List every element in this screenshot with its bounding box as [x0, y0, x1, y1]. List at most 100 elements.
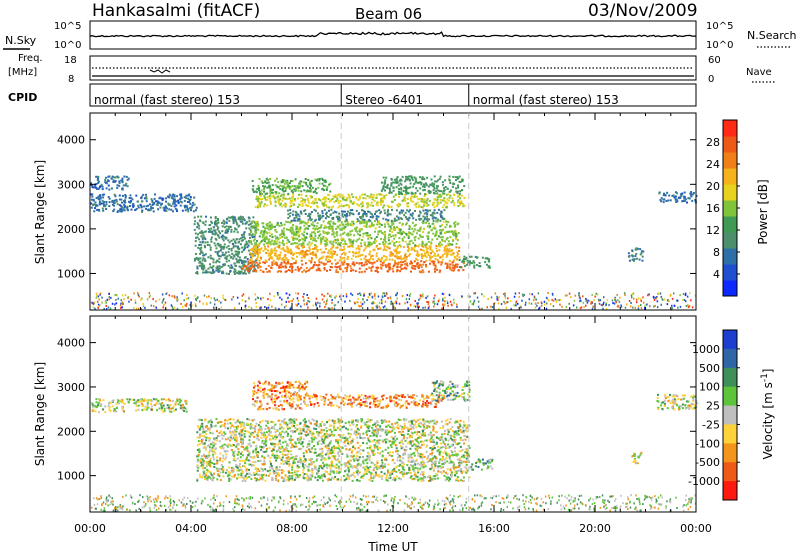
- power-cell: [430, 178, 433, 181]
- power-speckle: [688, 305, 691, 308]
- power-cell: [369, 216, 372, 218]
- power-speckle: [162, 299, 164, 302]
- power-cell: [333, 235, 336, 238]
- power-cell: [102, 193, 105, 196]
- power-cell: [209, 231, 212, 233]
- power-cell: [277, 181, 280, 184]
- power-cell: [462, 269, 465, 272]
- power-speckle: [586, 301, 589, 304]
- power-cell: [349, 212, 352, 215]
- power-cell: [423, 184, 426, 187]
- velocity-cell: [183, 406, 186, 409]
- power-cell: [439, 241, 442, 244]
- power-cell: [427, 253, 430, 256]
- velocity-cell: [372, 429, 375, 432]
- power-speckle: [116, 294, 118, 297]
- power-cell: [175, 204, 178, 207]
- power-cell: [204, 220, 207, 223]
- power-speckle: [255, 302, 257, 304]
- power-cell: [145, 197, 148, 200]
- power-cell: [393, 228, 396, 231]
- power-cell: [452, 193, 455, 196]
- velocity-cell: [98, 411, 101, 414]
- power-cell: [395, 193, 397, 196]
- power-cell: [401, 211, 404, 214]
- power-cell: [410, 196, 413, 199]
- power-cell: [259, 269, 262, 272]
- power-cell: [163, 207, 166, 210]
- power-cell: [257, 223, 260, 226]
- power-cell: [405, 255, 408, 258]
- freq-tick-top: 18: [64, 55, 77, 66]
- power-cell: [447, 243, 450, 246]
- power-cell: [640, 252, 643, 255]
- velocity-cell: [302, 419, 305, 422]
- velocity-cell: [161, 402, 164, 404]
- power-cell: [272, 188, 274, 191]
- nave-label: Nave: [746, 67, 772, 78]
- power-cell: [440, 261, 443, 264]
- power-speckle: [117, 297, 119, 300]
- power-cell: [239, 220, 242, 223]
- velocity-cell: [384, 463, 387, 466]
- power-speckle: [232, 296, 235, 298]
- power-cell: [330, 208, 333, 211]
- power-cell: [90, 206, 93, 209]
- power-cell: [314, 254, 317, 257]
- power-speckle: [248, 305, 250, 308]
- power-cell: [392, 270, 395, 273]
- velocity-cell: [418, 446, 421, 449]
- power-speckle: [426, 295, 429, 298]
- power-cell: [446, 198, 449, 201]
- power-cell: [393, 181, 396, 184]
- power-cell: [274, 179, 277, 182]
- power-speckle: [340, 299, 343, 302]
- freq-label-line1: Freq.: [18, 53, 43, 64]
- power-cell: [329, 260, 331, 263]
- power-speckle: [283, 306, 286, 309]
- power-speckle: [255, 305, 258, 308]
- velocity-cell: [162, 398, 165, 401]
- power-cell: [211, 230, 214, 233]
- power-cell: [380, 210, 382, 213]
- power-cell: [296, 238, 299, 241]
- power-cell: [362, 214, 364, 217]
- power-cell: [416, 250, 419, 253]
- power-cell: [264, 238, 267, 241]
- power-cell: [444, 179, 447, 182]
- power-speckle: [213, 297, 216, 300]
- power-cell: [235, 221, 238, 224]
- power-cell: [390, 219, 393, 222]
- power-cell: [305, 227, 308, 230]
- power-cell: [398, 211, 401, 214]
- power-cell: [437, 179, 440, 182]
- power-speckle: [171, 295, 173, 298]
- power-cell: [463, 260, 466, 263]
- power-cell: [460, 266, 463, 269]
- power-cell: [271, 224, 274, 227]
- power-cell: [320, 225, 323, 228]
- power-cell: [393, 199, 396, 201]
- power-cell: [451, 266, 454, 269]
- power-cell: [421, 176, 424, 179]
- power-cell: [265, 223, 268, 226]
- power-cell: [402, 246, 405, 248]
- velocity-cell: [445, 457, 448, 460]
- power-cell: [318, 268, 320, 270]
- power-speckle: [624, 306, 627, 309]
- power-cell: [431, 255, 434, 258]
- power-speckle: [96, 300, 99, 303]
- power-cell: [318, 179, 321, 182]
- power-cell: [284, 236, 287, 239]
- power-cell: [176, 195, 179, 198]
- velocity-cell: [247, 431, 250, 434]
- power-cell: [185, 194, 188, 197]
- power-cell: [334, 265, 337, 268]
- power-speckle: [449, 300, 452, 303]
- power-speckle: [335, 295, 337, 298]
- power-cell: [194, 220, 197, 223]
- power-cell: [391, 253, 394, 256]
- velocity-cell: [210, 425, 213, 428]
- power-cell: [386, 221, 389, 224]
- power-speckle: [427, 303, 430, 306]
